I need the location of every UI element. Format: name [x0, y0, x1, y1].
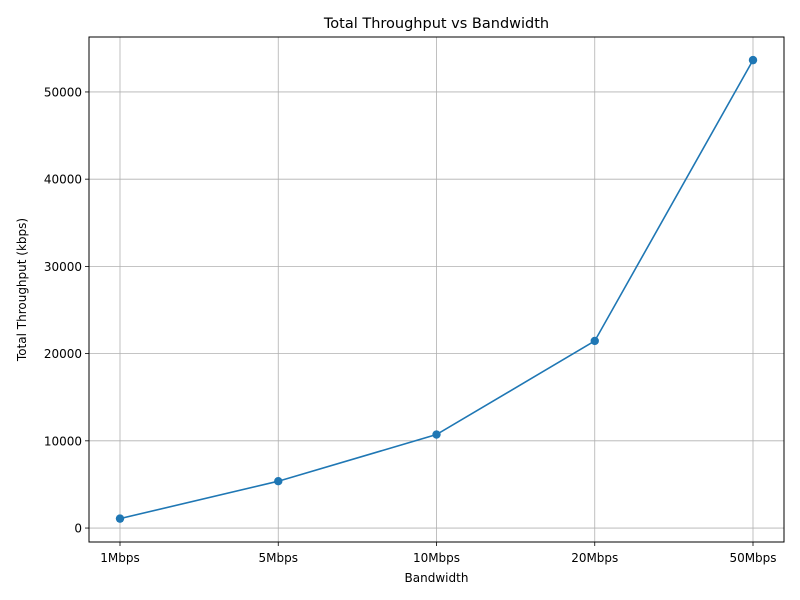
- y-tick-label: 10000: [44, 434, 82, 448]
- x-tick-label: 50Mbps: [729, 551, 776, 565]
- data-point: [274, 477, 283, 486]
- data-point: [432, 430, 441, 439]
- data-point: [748, 55, 758, 65]
- data-point: [115, 514, 125, 523]
- x-tick-label: 5Mbps: [259, 551, 298, 565]
- x-tick-label: 1Mbps: [100, 551, 139, 565]
- y-tick-label: 50000: [44, 85, 82, 99]
- data-point: [590, 336, 599, 346]
- x-tick-label: 20Mbps: [571, 551, 618, 565]
- y-tick-label: 40000: [44, 173, 82, 187]
- y-tick-label: 20000: [44, 347, 82, 361]
- y-axis-label: Total Throughput (kbps): [15, 218, 29, 362]
- axis-ticks: 1Mbps 5Mbps 10Mbps 20Mbps 50Mbps 0 10000 20000 3…: [44, 85, 777, 565]
- x-tick-label: 10Mbps: [413, 551, 460, 565]
- series: [115, 55, 758, 523]
- y-tick-label: 0: [74, 522, 82, 536]
- chart-title: Total Throughput vs Bandwidth: [323, 16, 549, 32]
- grid: [89, 37, 784, 542]
- y-tick-label: 30000: [44, 260, 82, 274]
- x-axis-label: Bandwidth: [405, 571, 469, 585]
